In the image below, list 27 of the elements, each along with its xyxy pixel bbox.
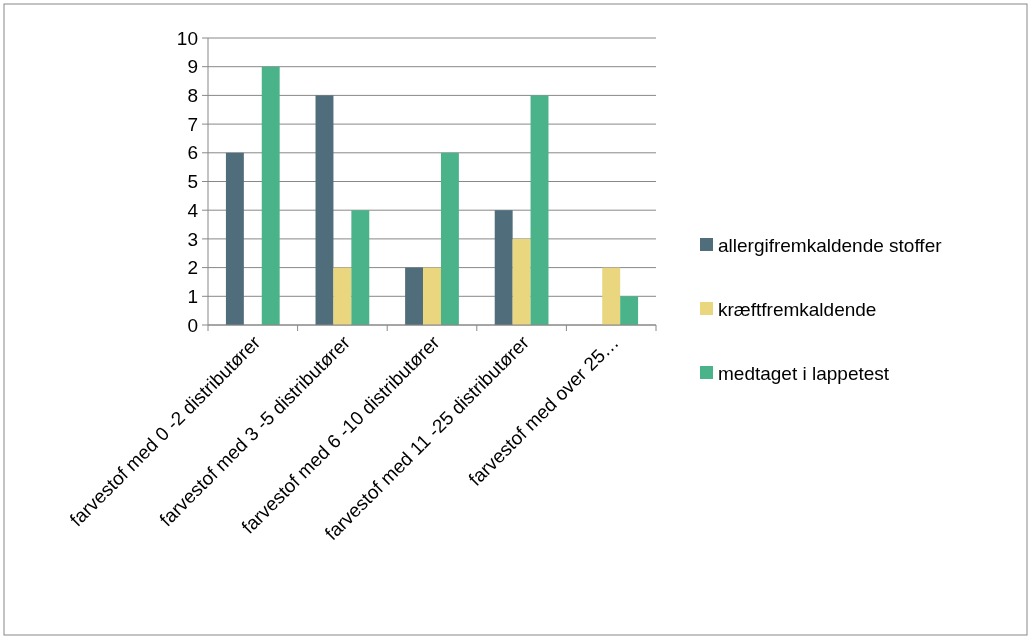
- bar: [261, 66, 280, 325]
- bar: [440, 152, 459, 325]
- bar: [620, 296, 639, 325]
- bar: [423, 267, 441, 325]
- bar: [225, 152, 244, 325]
- legend-label: allergifremkaldende stoffer: [718, 234, 943, 256]
- bar: [315, 95, 334, 325]
- bar: [602, 267, 621, 325]
- bar: [333, 267, 352, 325]
- y-tick-label: 7: [187, 113, 198, 135]
- y-tick-label: 2: [187, 257, 198, 279]
- y-tick-label: 4: [187, 199, 199, 221]
- y-tick-label: 3: [187, 228, 198, 250]
- legend-label: kræftfremkaldende: [718, 298, 877, 320]
- bar: [530, 95, 549, 325]
- bar: [494, 210, 513, 325]
- y-tick-label: 8: [187, 85, 198, 107]
- bar: [405, 267, 424, 325]
- legend-label: medtaget i lappetest: [718, 362, 890, 384]
- y-tick-label: 6: [187, 142, 198, 164]
- y-tick-label: 1: [187, 285, 198, 307]
- bar: [512, 238, 531, 325]
- y-tick-label: 0: [187, 314, 198, 336]
- y-tick-label: 5: [187, 171, 198, 193]
- bar: [351, 210, 370, 325]
- y-tick-label: 9: [187, 56, 198, 78]
- y-tick-label: 10: [176, 27, 198, 49]
